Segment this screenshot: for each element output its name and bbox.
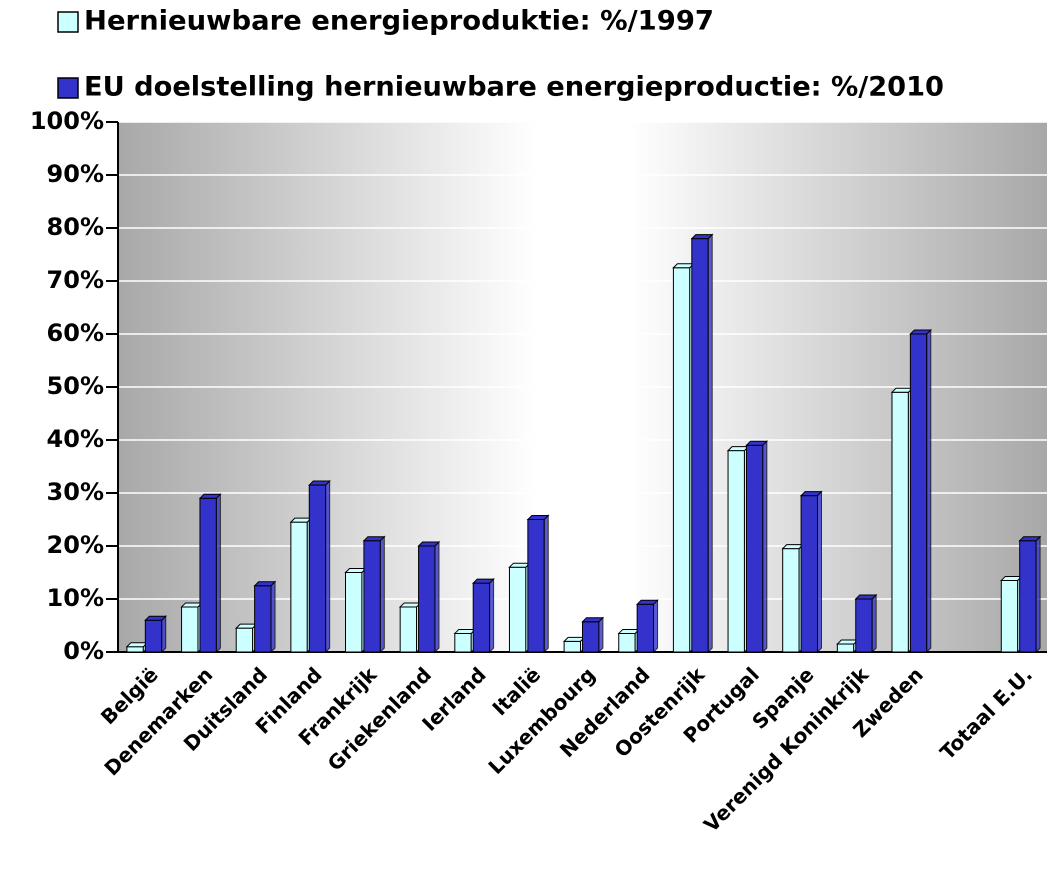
bar — [563, 640, 582, 653]
bar — [308, 484, 327, 653]
bar — [691, 238, 709, 653]
bar-side — [325, 479, 331, 654]
bar — [909, 333, 928, 653]
bar-top — [1000, 575, 1023, 581]
bar-top — [253, 581, 277, 587]
bar-top — [562, 636, 586, 642]
bar-top — [453, 628, 477, 634]
y-tick-label: 100% — [30, 107, 104, 135]
legend-swatch — [57, 77, 79, 99]
legend-swatch — [57, 11, 79, 33]
bar-top — [581, 617, 605, 623]
x-tick-label: Totaal E.U. — [935, 662, 1037, 764]
y-tick-label: 90% — [47, 160, 104, 188]
y-tick-label: 60% — [47, 319, 104, 347]
bar-side — [434, 540, 440, 654]
bar-side — [1035, 535, 1041, 654]
bar — [181, 606, 199, 653]
bar — [745, 444, 764, 653]
y-tick-label: 50% — [47, 372, 104, 400]
bar-side — [871, 593, 877, 654]
bar-side — [543, 514, 549, 654]
bar-top — [836, 639, 859, 645]
bar — [363, 540, 381, 653]
bar — [1019, 540, 1037, 653]
legend-label: EU doelstelling hernieuwbare energieprod… — [84, 72, 944, 103]
bar — [855, 598, 873, 653]
bar — [399, 606, 418, 653]
bar — [472, 582, 491, 653]
bar-side — [762, 440, 768, 654]
bar-top — [235, 623, 258, 629]
bar-top — [144, 615, 167, 621]
bar-side — [161, 614, 167, 654]
bar-top — [362, 536, 386, 542]
bar-top — [344, 568, 368, 573]
bar — [800, 495, 818, 653]
bar — [618, 632, 636, 653]
y-tick-label: 40% — [47, 425, 104, 453]
bar — [672, 267, 691, 653]
bar-side — [270, 580, 276, 654]
y-tick-label: 30% — [47, 478, 104, 506]
bar-top — [125, 642, 149, 648]
bar — [782, 548, 800, 653]
bar — [1000, 579, 1019, 653]
bar — [126, 646, 144, 653]
bar — [144, 619, 163, 653]
bar — [199, 497, 217, 653]
bar-top — [781, 544, 805, 550]
bar — [636, 603, 655, 653]
bar-top — [508, 562, 532, 568]
bar-top — [909, 329, 932, 335]
bar — [527, 519, 545, 653]
bar — [254, 585, 272, 653]
bar — [727, 450, 745, 653]
bar-top — [526, 515, 550, 520]
bar — [454, 632, 472, 653]
bar — [290, 521, 308, 653]
bar — [235, 627, 254, 653]
y-tick-label: 70% — [47, 266, 104, 294]
bar-top — [745, 440, 769, 446]
bar — [836, 643, 855, 653]
bar-top — [417, 541, 441, 547]
bar-top — [180, 602, 204, 608]
bar — [418, 545, 436, 653]
bar-side — [816, 490, 822, 654]
bar-top — [672, 263, 696, 269]
bar-top — [289, 517, 313, 523]
bar-side — [707, 233, 713, 654]
bar-top — [471, 578, 495, 584]
bar — [891, 391, 909, 653]
bar-side — [215, 493, 221, 654]
bar — [582, 621, 600, 653]
bar-top — [398, 602, 422, 608]
bar-side — [926, 328, 932, 654]
bar-top — [1018, 536, 1042, 542]
bar — [345, 572, 363, 653]
bar-top — [726, 446, 750, 452]
bar-side — [489, 577, 495, 654]
bar-top — [799, 491, 823, 497]
bar-top — [690, 234, 714, 240]
legend-label: Hernieuwbare energieproduktie: %/1997 — [84, 6, 714, 37]
bar-top — [635, 599, 659, 605]
bar-top — [308, 480, 331, 486]
bar-side — [379, 535, 385, 654]
y-tick-label: 0% — [63, 637, 104, 665]
bar — [508, 566, 527, 653]
y-tick-label: 20% — [47, 531, 104, 559]
bar-top — [854, 594, 878, 600]
bar-side — [598, 616, 604, 654]
y-tick-label: 80% — [47, 213, 104, 241]
bar-top — [198, 493, 222, 499]
bar-top — [890, 387, 914, 393]
y-tick-label: 10% — [47, 584, 104, 612]
bar-top — [617, 628, 641, 634]
bar-side — [653, 599, 659, 654]
